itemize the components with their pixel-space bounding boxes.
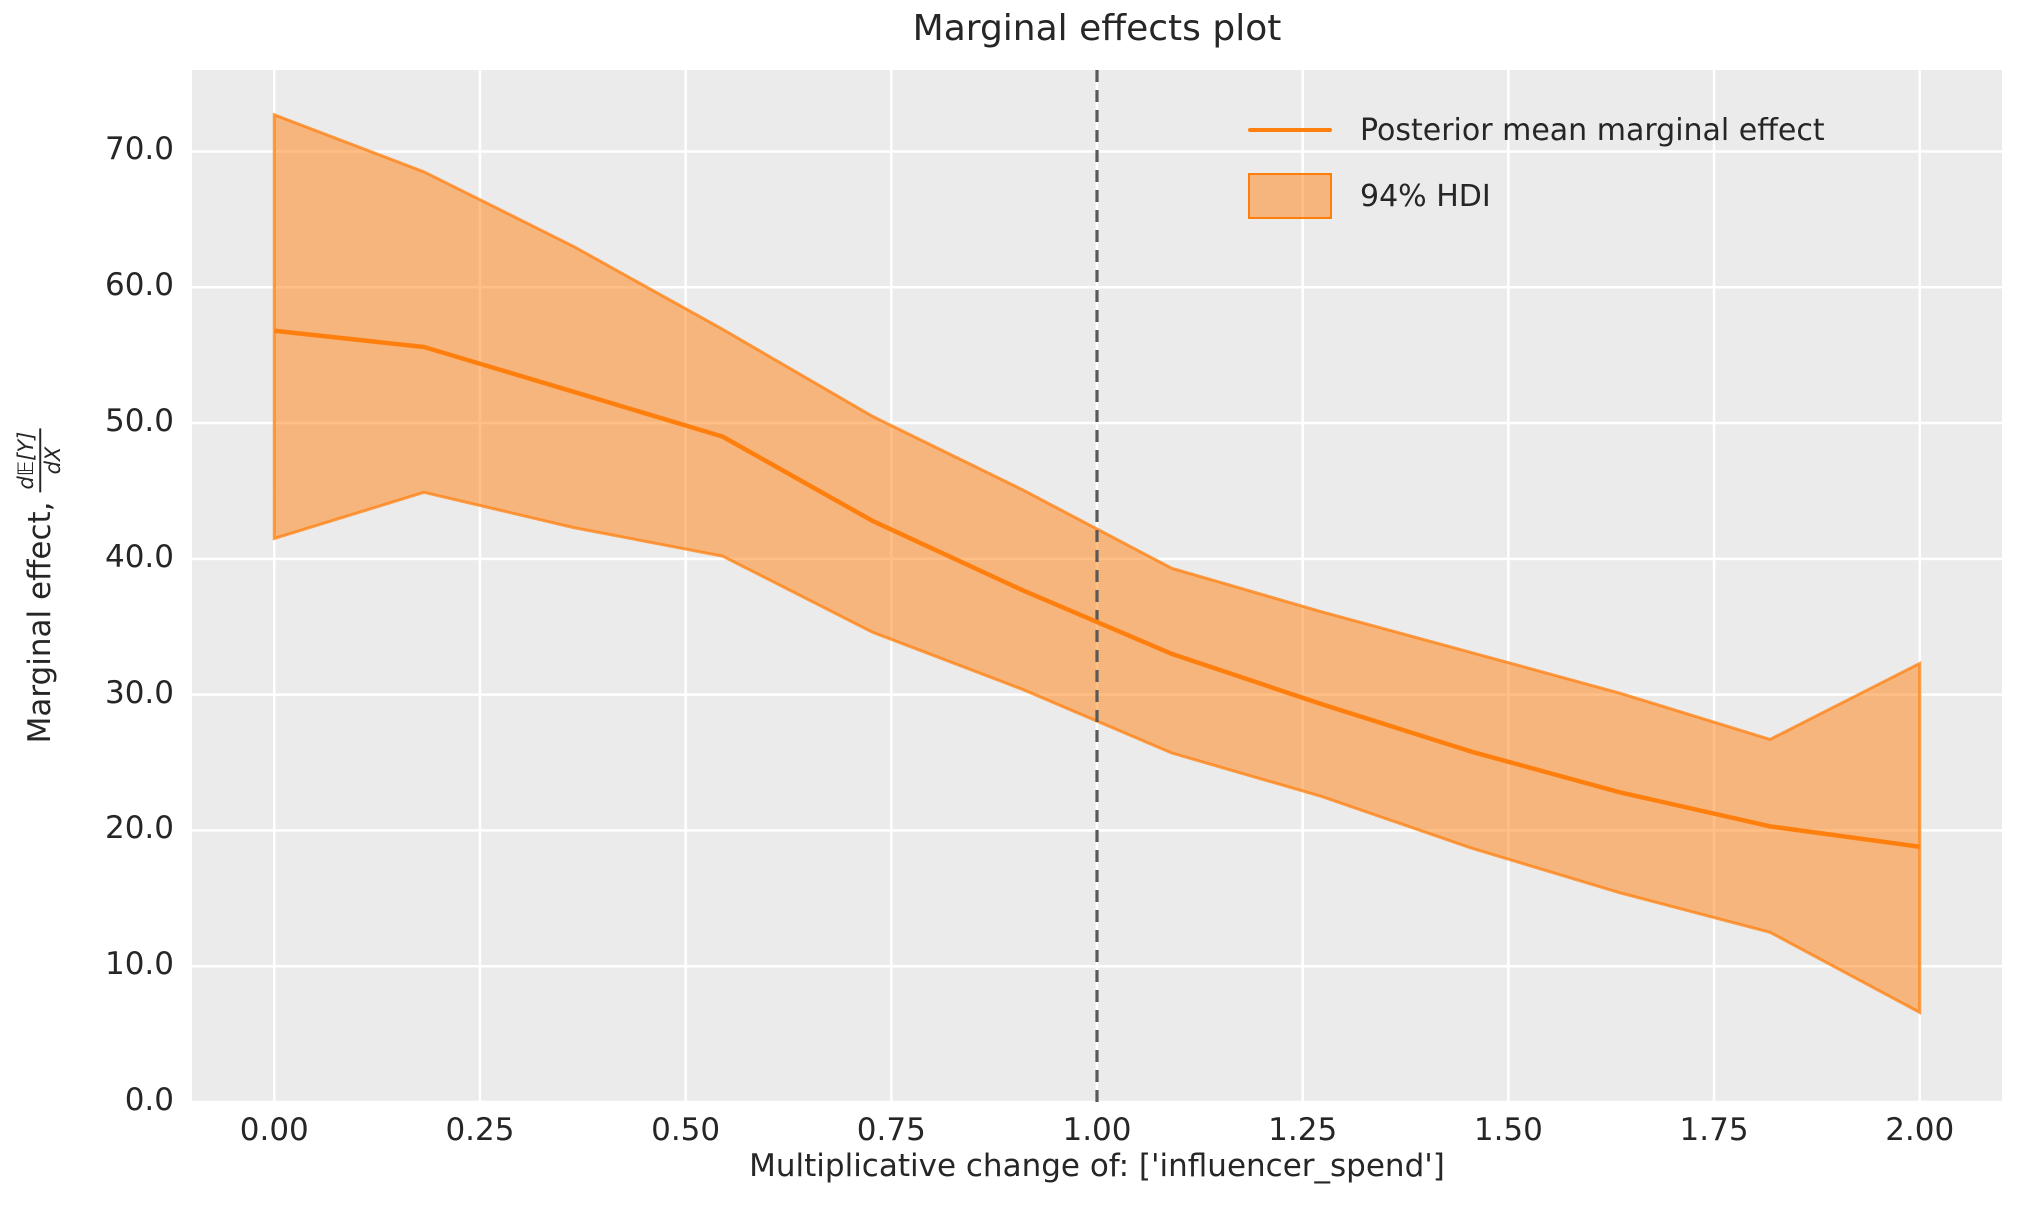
y-tick-label: 20.0 xyxy=(104,810,174,847)
y-tick-label: 0.0 xyxy=(124,1082,174,1118)
x-tick-label: 1.25 xyxy=(1268,1112,1338,1148)
x-axis-label: Multiplicative change of: ['influencer_s… xyxy=(749,1148,1445,1184)
y-tick-label: 50.0 xyxy=(104,403,174,440)
legend: Posterior mean marginal effect 94% HDI xyxy=(1248,104,1825,222)
legend-patch-swatch xyxy=(1248,173,1332,219)
legend-label-hdi: 94% HDI xyxy=(1360,178,1491,214)
fraction-denominator: dX xyxy=(41,446,65,475)
x-tick-label: 0.50 xyxy=(651,1112,721,1148)
legend-label-mean: Posterior mean marginal effect xyxy=(1360,112,1825,148)
hdi-band xyxy=(272,112,1922,1015)
y-tick-label: 30.0 xyxy=(104,674,174,711)
x-tick-label: 0.25 xyxy=(445,1112,515,1148)
legend-item-hdi: 94% HDI xyxy=(1248,170,1825,222)
x-tick-label: 1.00 xyxy=(1062,1112,1132,1148)
y-axis-label-text: Marginal effect, xyxy=(22,501,58,744)
legend-line-swatch xyxy=(1248,127,1332,133)
chart-title: Marginal effects plot xyxy=(912,8,1282,49)
x-tick-label: 1.50 xyxy=(1473,1112,1543,1148)
y-axis-label-fraction: d𝔼[Y] dX xyxy=(14,428,66,493)
y-tick-label: 70.0 xyxy=(104,131,174,168)
x-tick-label: 1.75 xyxy=(1679,1112,1749,1148)
legend-item-mean: Posterior mean marginal effect xyxy=(1248,104,1825,156)
fraction-numerator: d𝔼[Y] xyxy=(14,428,41,493)
y-tick-label: 60.0 xyxy=(104,267,174,304)
y-axis-label: Marginal effect, d𝔼[Y] dX xyxy=(14,428,66,744)
x-tick-label: 0.00 xyxy=(239,1112,309,1148)
y-tick-label: 10.0 xyxy=(104,946,174,983)
x-tick-label: 0.75 xyxy=(856,1112,926,1148)
y-tick-label: 40.0 xyxy=(104,538,174,575)
x-tick-label: 2.00 xyxy=(1885,1112,1955,1148)
posterior-mean-line xyxy=(274,328,1921,849)
